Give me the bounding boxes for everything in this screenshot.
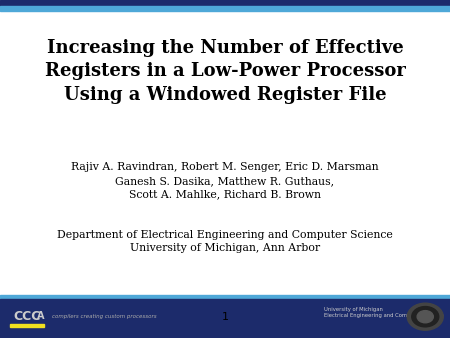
Text: Rajiv A. Ravindran, Robert M. Senger, Eric D. Marsman
Ganesh S. Dasika, Matthew : Rajiv A. Ravindran, Robert M. Senger, Er… (71, 162, 379, 199)
Bar (0, 299, 450, 338)
Circle shape (417, 311, 433, 323)
Text: compilers creating custom processors: compilers creating custom processors (52, 314, 157, 318)
Circle shape (412, 307, 439, 327)
Bar (0, 295, 450, 299)
Text: Department of Electrical Engineering and Computer Science
University of Michigan: Department of Electrical Engineering and… (57, 230, 393, 254)
Text: University of Michigan
Electrical Engineering and Computer Science: University of Michigan Electrical Engine… (324, 307, 444, 318)
Text: Increasing the Number of Effective
Registers in a Low-Power Processor
Using a Wi: Increasing the Number of Effective Regis… (45, 39, 405, 103)
Bar (0, 6, 450, 11)
Text: CCC: CCC (14, 310, 41, 322)
Text: 1: 1 (221, 312, 229, 322)
Bar (10, 324, 44, 327)
Text: A: A (37, 311, 45, 321)
Bar (0, 0, 450, 6)
Circle shape (407, 303, 443, 330)
